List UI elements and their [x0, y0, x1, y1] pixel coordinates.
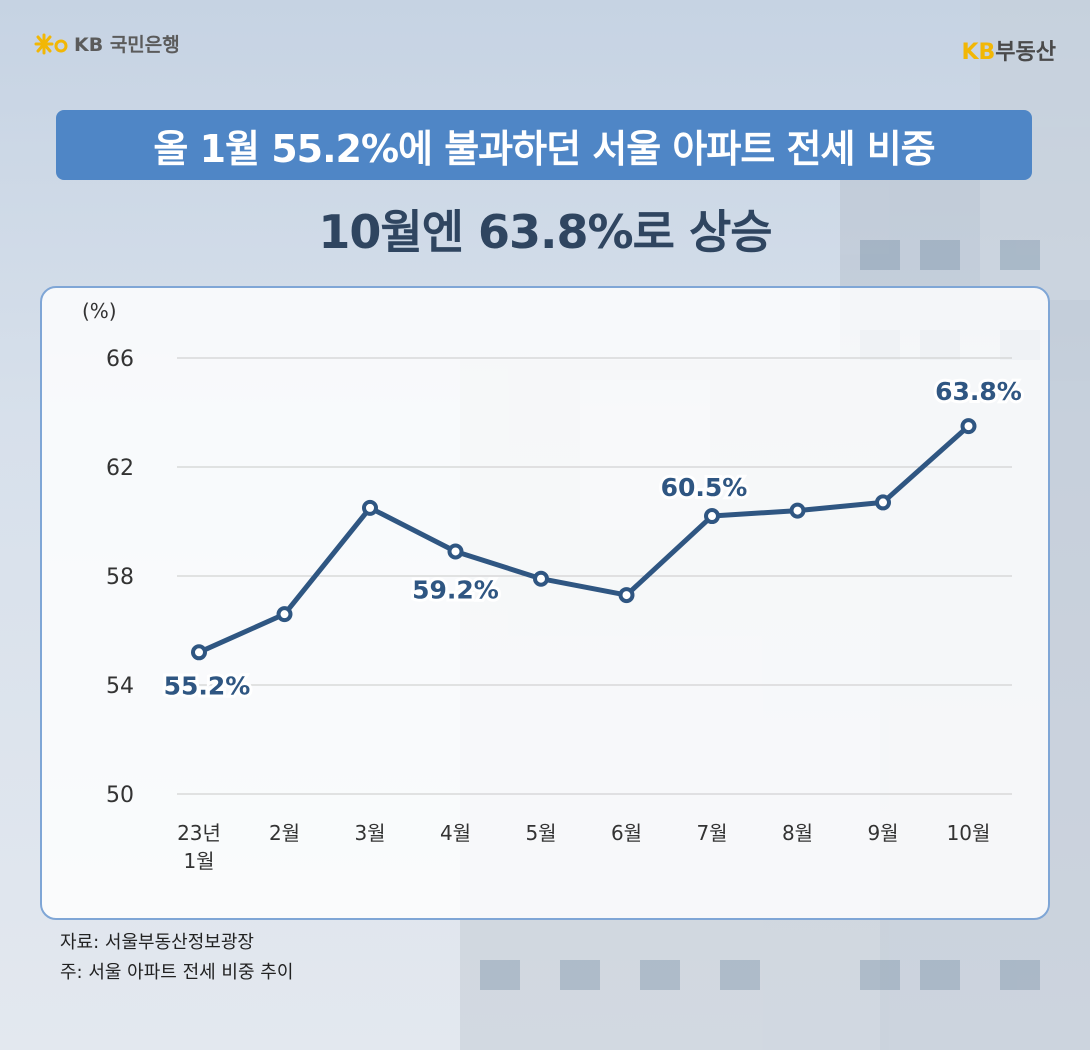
note-line: 주: 서울 아파트 전세 비중 추이: [60, 962, 294, 983]
x-tick-label: 7월: [696, 821, 727, 845]
realestate-label: 부동산: [995, 40, 1056, 65]
data-label: 55.2%: [164, 671, 251, 700]
y-tick-label: 58: [106, 565, 134, 590]
data-point: [276, 606, 293, 623]
kb-mark: KB: [961, 40, 996, 65]
subheadline: 10월엔 63.8%로 상승: [318, 205, 772, 259]
data-point: [618, 587, 635, 604]
x-tick-label: 5월: [525, 821, 556, 845]
x-tick-label: 4월: [440, 821, 471, 845]
data-label: 63.8%: [935, 377, 1022, 406]
x-tick-label: 9월: [867, 821, 898, 845]
data-point: [447, 543, 464, 560]
headline-banner: 올 1월 55.2%에 불과하던 서울 아파트 전세 비중: [56, 110, 1032, 180]
x-tick-label: 3월: [354, 821, 385, 845]
data-label: 60.5%: [661, 473, 748, 502]
x-tick-label: 6월: [611, 821, 642, 845]
y-axis-unit-label: (%): [82, 299, 117, 323]
data-label: 59.2%: [412, 575, 499, 604]
line-chart: (%) 66 62 58 54 50 23년 1월 2월 3월 4월 5월 6월 7월 8월 9월 10월 55.…: [82, 299, 1025, 873]
data-point: [704, 508, 720, 525]
data-point: [960, 418, 977, 435]
x-tick-label: 1월: [183, 849, 214, 873]
data-point: [191, 644, 207, 661]
data-point: [789, 502, 806, 519]
y-tick-label: 62: [106, 456, 134, 481]
x-tick-label: 2월: [269, 821, 300, 845]
data-point: [875, 494, 891, 511]
y-tick-label: 54: [106, 674, 134, 699]
kb-kookmin-logo: KB 국민은행: [34, 30, 180, 57]
source-line: 자료: 서울부동산정보광장: [60, 932, 254, 953]
x-tick-label: 8월: [782, 821, 813, 845]
chart-panel: (%) 66 62 58 54 50 23년 1월 2월 3월 4월 5월 6월 7월 8월 9월 10월 55.…: [40, 286, 1050, 920]
source-notes: 자료: 서울부동산정보광장 주: 서울 아파트 전세 비중 추이: [60, 928, 293, 988]
y-tick-label: 66: [106, 347, 134, 372]
series-line: [197, 424, 971, 655]
data-point: [362, 499, 378, 516]
kb-star-icon: [34, 33, 68, 54]
kb-kookmin-label: KB 국민은행: [74, 34, 180, 56]
x-tick-label: 10월: [947, 821, 991, 845]
data-point: [533, 570, 549, 587]
y-tick-label: 50: [106, 783, 134, 808]
kb-realestate-logo: KB부동산: [961, 34, 1056, 66]
x-tick-label: 23년: [177, 821, 221, 845]
